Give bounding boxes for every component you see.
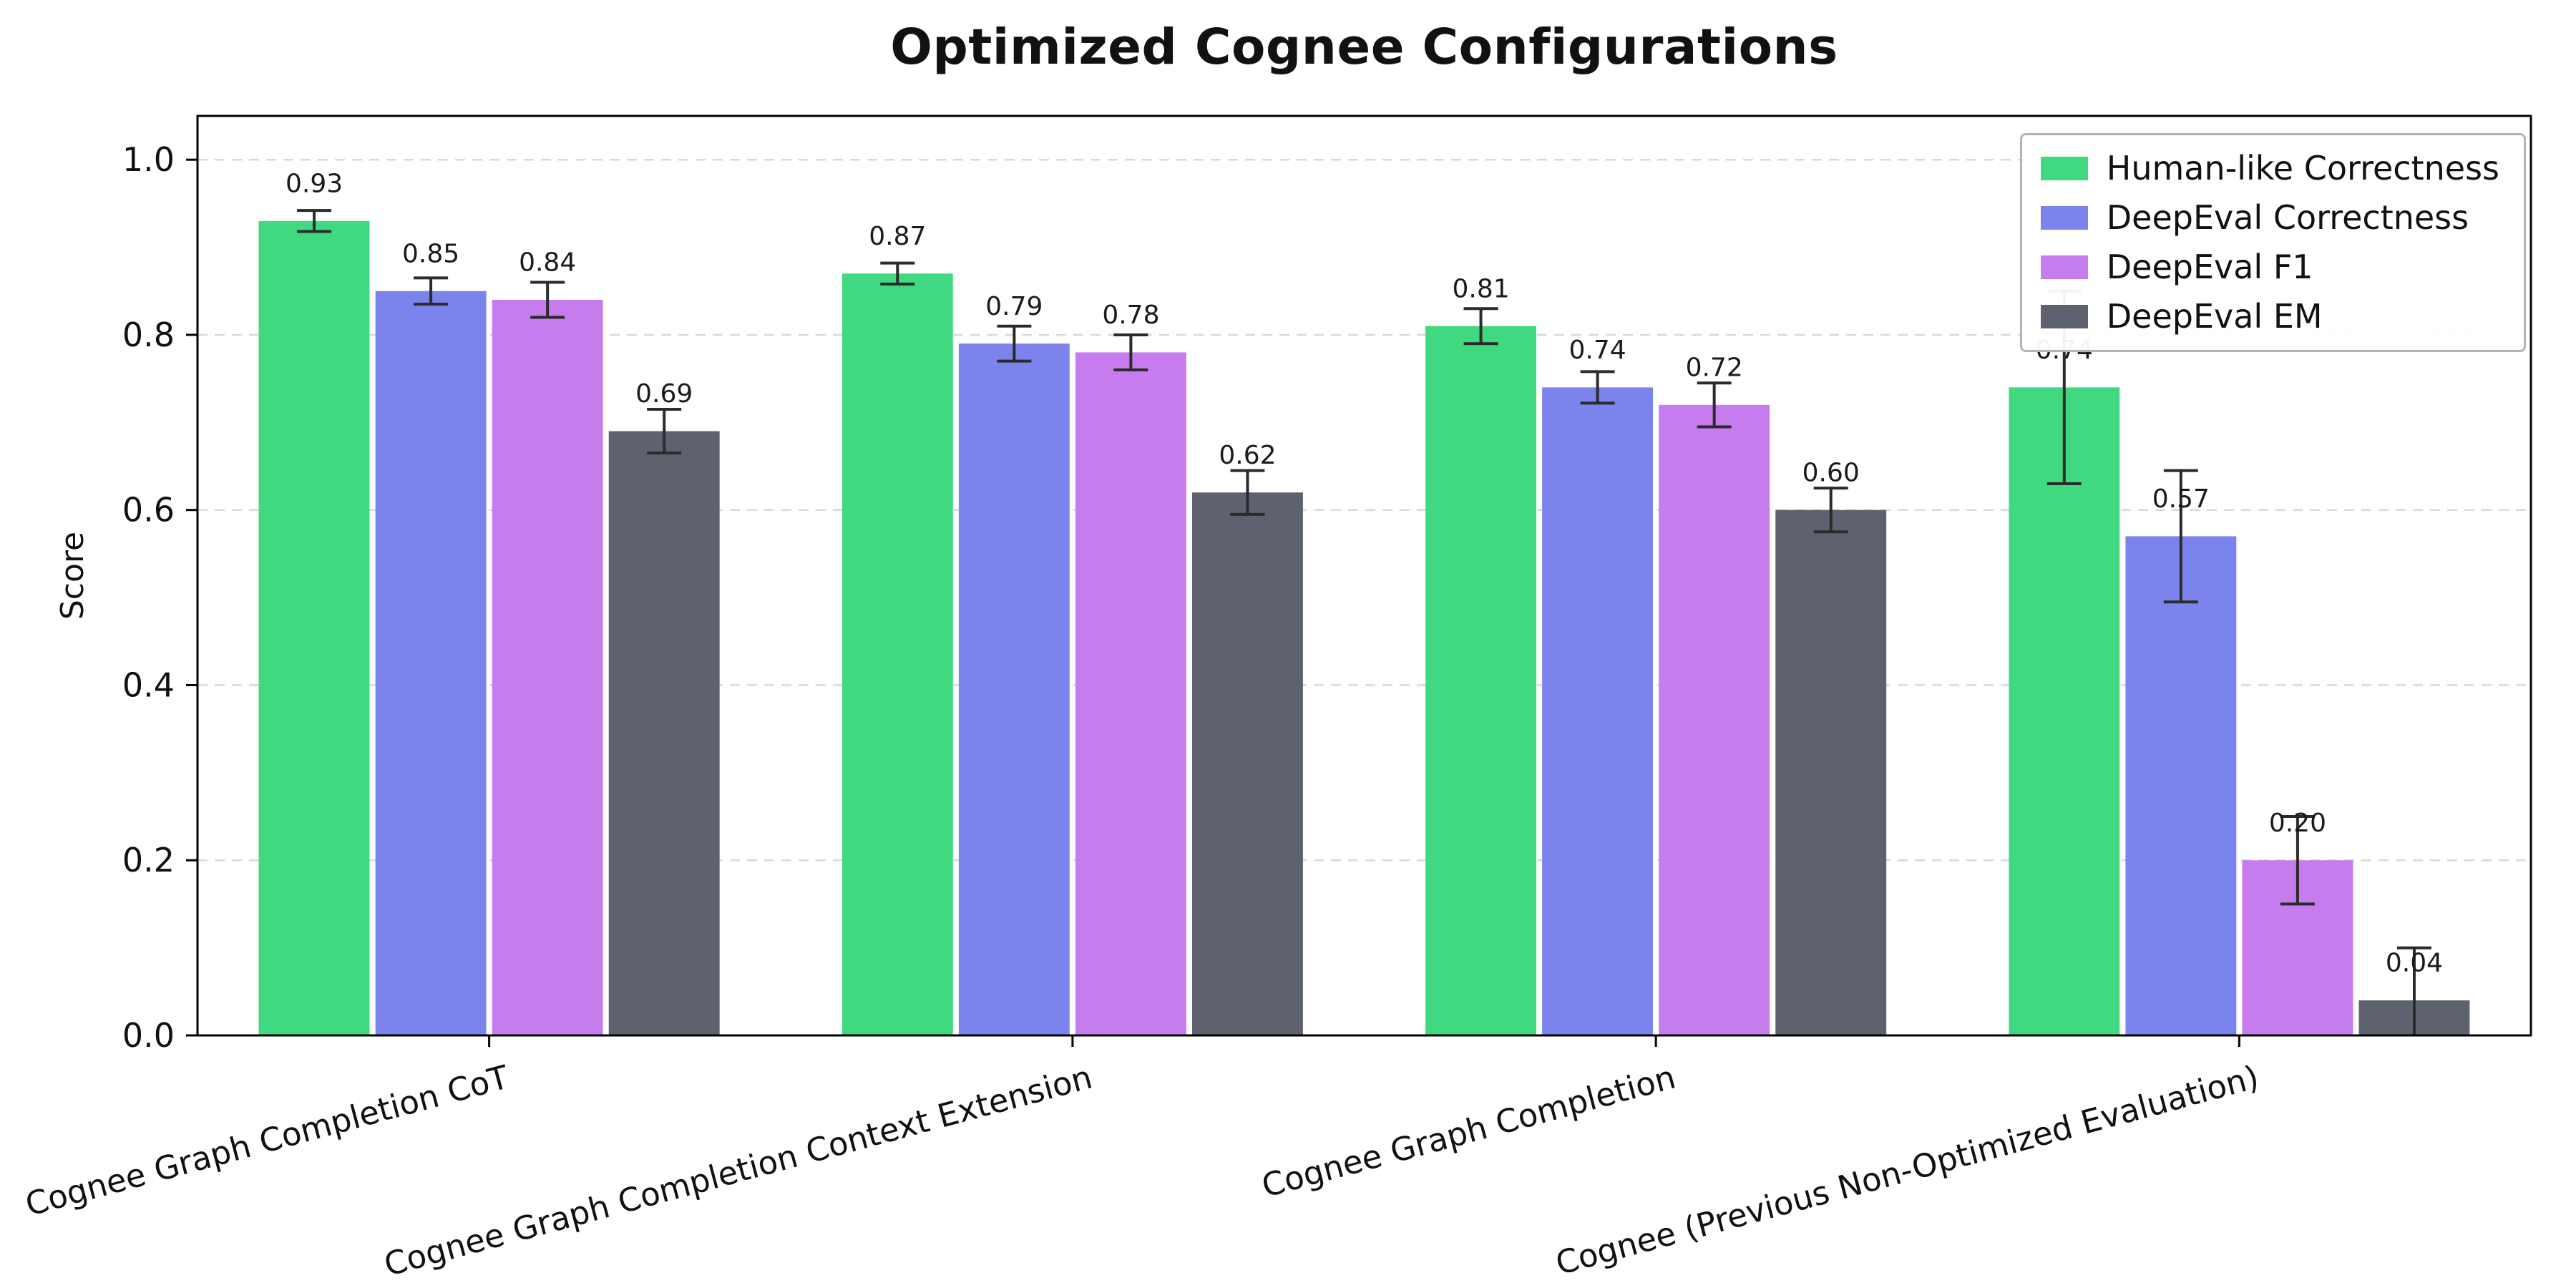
legend-label: DeepEval EM <box>2106 296 2323 336</box>
y-tick-label: 1.0 <box>122 140 175 179</box>
legend-swatch <box>2040 156 2088 180</box>
bar <box>1659 404 1770 1035</box>
chart-title: Optimized Cognee Configurations <box>890 19 1838 76</box>
bar <box>608 431 720 1035</box>
bar-value-label: 0.60 <box>1802 458 1860 487</box>
legend-swatch <box>2040 255 2088 279</box>
legend-label: DeepEval Correctness <box>2106 197 2469 237</box>
bar <box>1075 352 1186 1035</box>
bar-value-label: 0.72 <box>1686 353 1743 382</box>
bar-value-label: 0.74 <box>1569 336 1626 365</box>
plot-border <box>196 114 2532 1037</box>
bar-value-label: 0.20 <box>2269 809 2326 838</box>
bar-value-label: 0.93 <box>286 169 343 198</box>
bar-value-label: 0.79 <box>985 292 1043 321</box>
y-tick-label: 0.8 <box>122 316 175 354</box>
bar-value-label: 0.04 <box>2386 949 2443 978</box>
bar-value-label: 0.62 <box>1219 441 1276 470</box>
legend-label: DeepEval F1 <box>2106 247 2313 286</box>
legend-item: DeepEval F1 <box>2040 247 2499 286</box>
bar <box>2125 536 2237 1035</box>
y-axis-label: Score <box>54 532 91 620</box>
bar <box>1192 492 1303 1035</box>
legend-item: DeepEval Correctness <box>2040 197 2499 237</box>
bar <box>841 273 953 1036</box>
x-tick-label: Cognee Graph Completion CoT <box>21 1058 513 1224</box>
bar <box>2009 387 2120 1035</box>
bar <box>1542 387 1654 1035</box>
bar <box>258 220 370 1035</box>
bar-value-label: 0.87 <box>869 222 926 251</box>
bar-value-label: 0.81 <box>1452 274 1509 303</box>
bar <box>1775 509 1887 1035</box>
legend-label: Human-like Correctness <box>2106 149 2499 187</box>
x-tick-label: Cognee Graph Completion <box>1258 1058 1679 1204</box>
y-tick-label: 0.0 <box>122 1016 175 1055</box>
bar <box>1425 326 1536 1035</box>
y-tick-label: 0.6 <box>122 491 175 530</box>
bar-value-label: 0.84 <box>519 248 576 278</box>
bar <box>958 343 1070 1035</box>
bar-value-label: 0.69 <box>635 379 693 409</box>
legend-item: DeepEval EM <box>2040 296 2499 336</box>
legend: Human-like Correctness DeepEval Correctne… <box>2019 133 2526 352</box>
legend-swatch <box>2040 205 2088 230</box>
bar <box>492 300 603 1035</box>
y-tick-label: 0.2 <box>122 841 175 879</box>
legend-item: Human-like Correctness <box>2040 149 2499 187</box>
bar <box>375 291 487 1035</box>
bar-value-label: 0.78 <box>1102 301 1159 330</box>
bar-value-label: 0.85 <box>402 239 459 268</box>
y-tick-label: 0.4 <box>122 665 175 704</box>
bar-value-label: 0.57 <box>2152 484 2210 514</box>
legend-swatch <box>2040 304 2088 328</box>
